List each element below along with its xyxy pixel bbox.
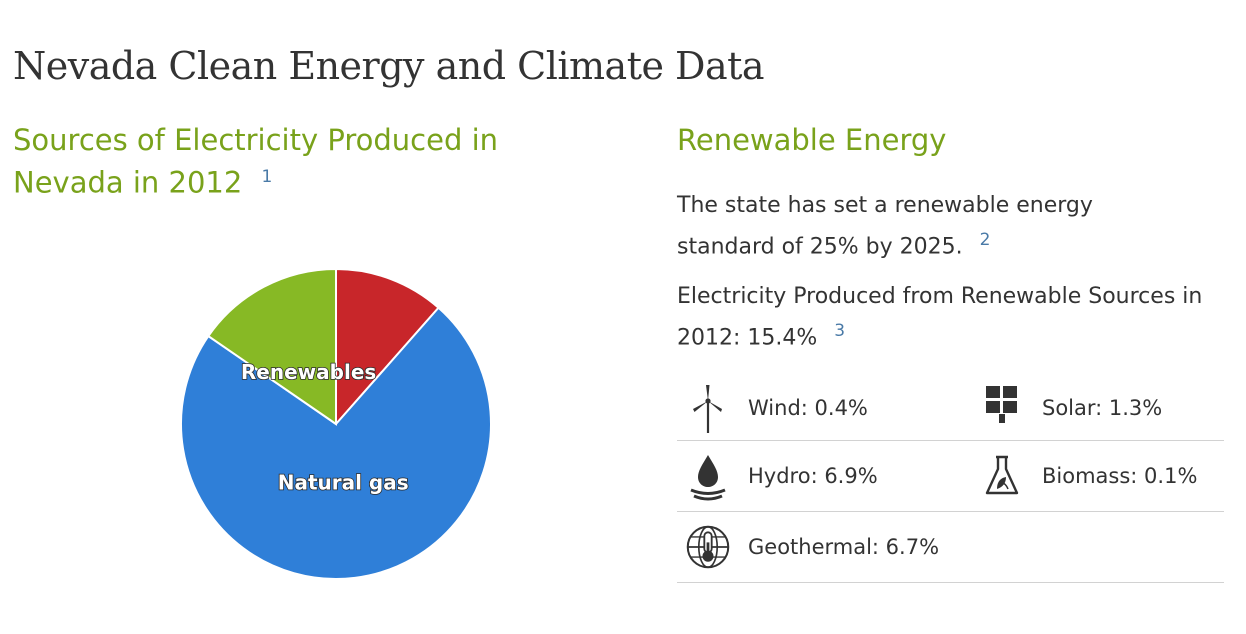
source-biomass: Biomass: 0.1%	[979, 441, 1197, 511]
source-label: Geothermal: 6.7%	[748, 535, 940, 559]
footnote-link-2[interactable]: 2	[979, 230, 991, 250]
source-wind: Wind: 0.4%	[685, 376, 868, 440]
chart-heading-text: Sources of Electricity Produced in Nevad…	[13, 123, 499, 200]
standard-paragraph: The state has set a renewable energy sta…	[677, 188, 1197, 264]
pie-slice-unlabeled-0	[335, 267, 440, 427]
pie-svg: Natural gas Renewables	[180, 267, 492, 580]
source-hydro: Hydro: 6.9%	[685, 441, 878, 511]
chart-heading: Sources of Electricity Produced in Nevad…	[13, 122, 573, 202]
water-drop-icon	[685, 451, 731, 501]
solar-panel-icon	[979, 383, 1025, 433]
pie-label-natural-gas: Natural gas	[278, 470, 409, 494]
page-title: Nevada Clean Energy and Climate Data	[13, 44, 765, 88]
source-label: Biomass: 0.1%	[1042, 464, 1198, 488]
pie-slice-renewables	[206, 267, 337, 426]
sources-row: Hydro: 6.9% Biomass: 0.1%	[677, 441, 1224, 512]
flask-leaf-icon	[979, 451, 1025, 501]
footnote-link-3[interactable]: 3	[834, 321, 846, 341]
renewable-share-paragraph: Electricity Produced from Renewable Sour…	[677, 279, 1227, 355]
pie-slice-natural-gas	[180, 306, 492, 580]
pie-label-renewables: Renewables	[241, 360, 376, 384]
renewable-panel: Renewable Energy The state has set a ren…	[677, 122, 1227, 583]
source-geothermal: Geothermal: 6.7%	[685, 512, 939, 582]
renewable-share-text: Electricity Produced from Renewable Sour…	[677, 284, 1203, 351]
renewable-sources-list: Wind: 0.4% Solar: 1.3%	[677, 376, 1224, 583]
source-label: Solar: 1.3%	[1042, 396, 1163, 420]
source-label: Wind: 0.4%	[748, 396, 868, 420]
renewable-heading: Renewable Energy	[677, 123, 947, 157]
wind-turbine-icon	[685, 383, 731, 433]
footnote-link-1[interactable]: 1	[261, 167, 273, 187]
sources-row: Wind: 0.4% Solar: 1.3%	[677, 376, 1224, 441]
source-solar: Solar: 1.3%	[979, 376, 1162, 440]
pie-chart: Natural gas Renewables	[170, 258, 502, 590]
standard-text: The state has set a renewable energy sta…	[677, 193, 1093, 260]
globe-thermometer-icon	[685, 522, 731, 572]
source-label: Hydro: 6.9%	[748, 464, 878, 488]
sources-row: Geothermal: 6.7%	[677, 512, 1224, 583]
